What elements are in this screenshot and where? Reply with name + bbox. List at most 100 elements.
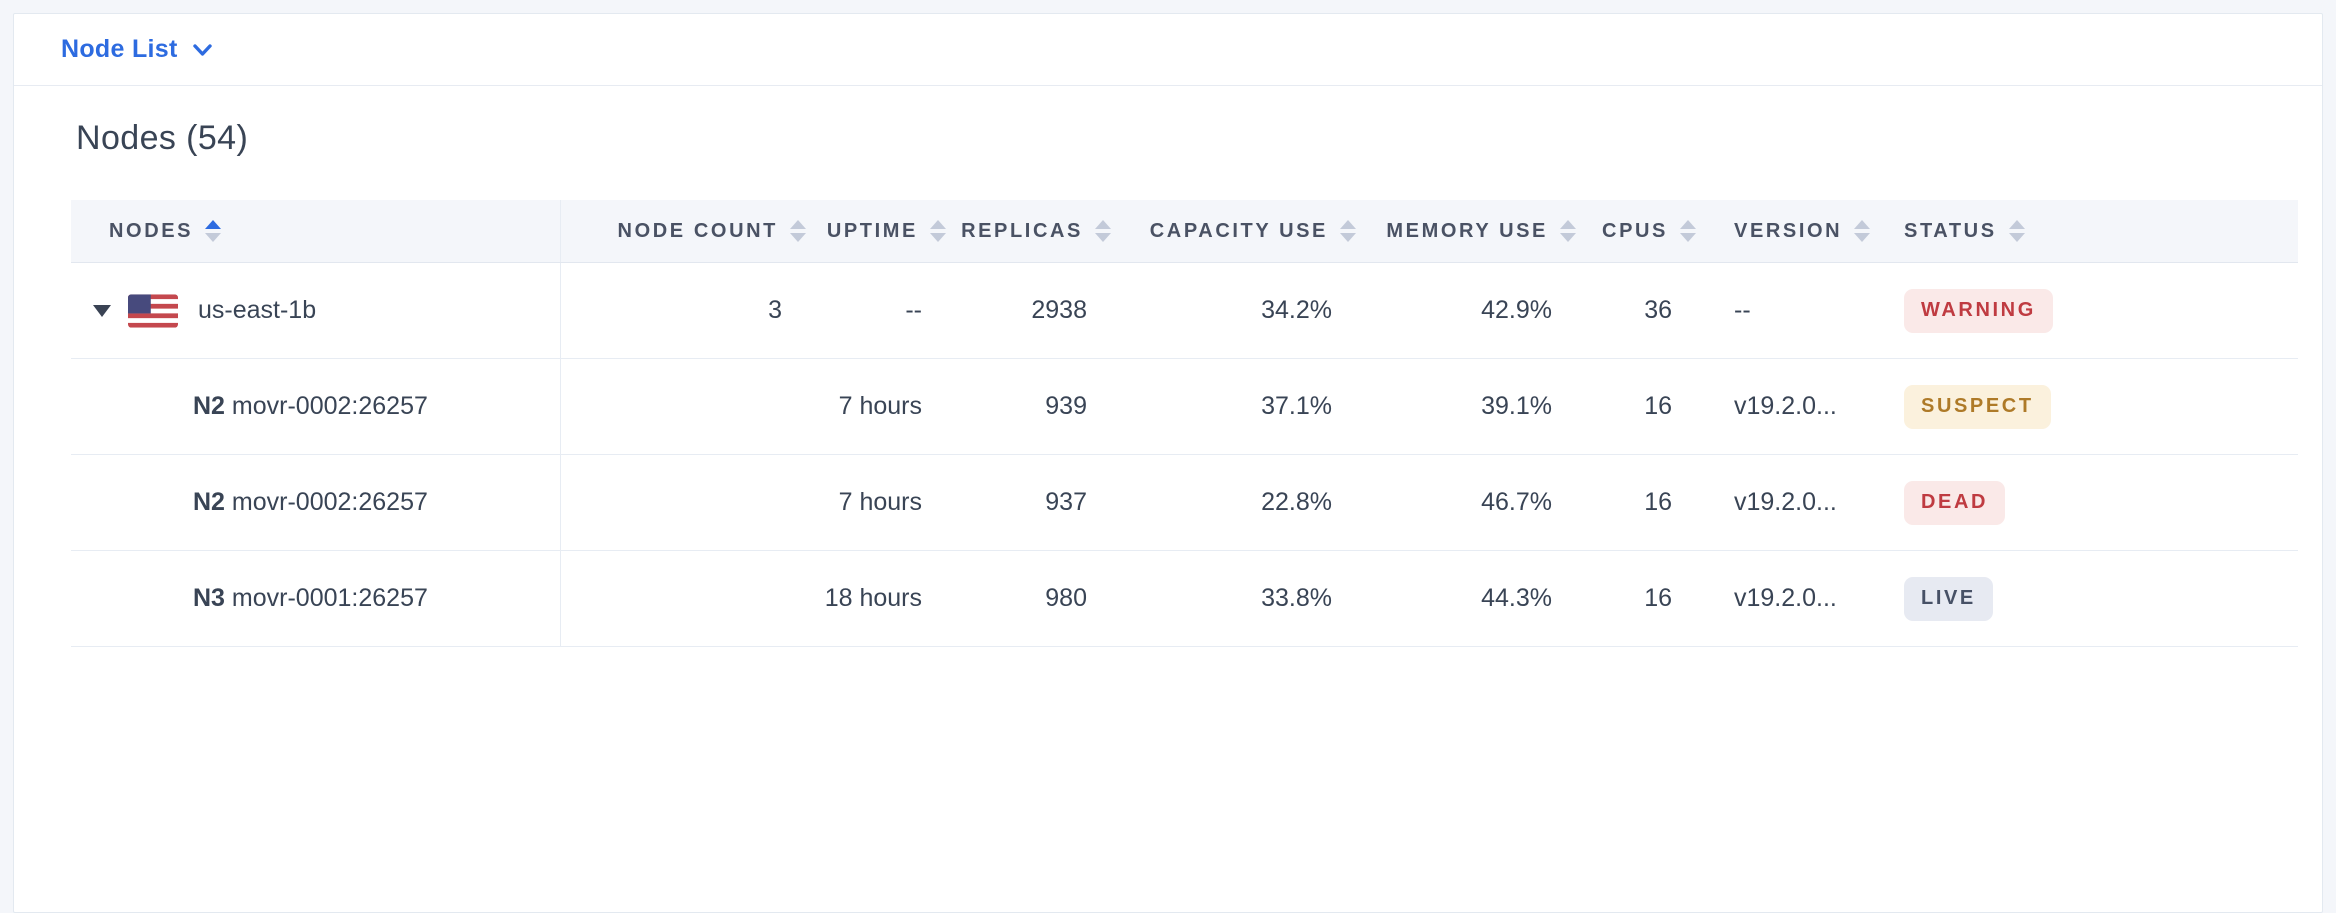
cell-version: v19.2.0... [1696, 359, 1886, 454]
cell-nodes: us-east-1b [71, 263, 561, 358]
status-badge: LIVE [1904, 576, 1993, 621]
column-header-replicas[interactable]: REPLICAS [946, 200, 1111, 262]
cell-value-replicas: 2938 [1031, 296, 1087, 324]
cell-replicas: 937 [946, 455, 1111, 550]
column-header-label: NODE COUNT [617, 219, 778, 242]
cell-node_count [561, 551, 806, 646]
cell-value-replicas: 980 [1045, 584, 1087, 612]
column-header-status[interactable]: STATUS [1886, 200, 2298, 262]
cell-status: LIVE [1886, 551, 2298, 646]
column-header-label: CAPACITY USE [1149, 219, 1328, 242]
us-flag-icon [128, 293, 178, 328]
cell-value-node_count: 3 [768, 296, 782, 324]
cell-value-replicas: 939 [1045, 392, 1087, 420]
table-header-row: NODES NODE COUNT UPTIME REPLICAS CAPACITY US… [71, 200, 2298, 263]
cell-nodes: N2 movr-0002:26257 [71, 359, 561, 454]
node-address: movr-0002:26257 [231, 392, 428, 420]
node-name-link[interactable]: N2 movr-0002:26257 [193, 392, 428, 421]
cell-value-capacity_use: 37.1% [1261, 392, 1332, 420]
cell-capacity_use: 37.1% [1111, 359, 1356, 454]
cell-cpus: 16 [1576, 455, 1696, 550]
cell-value-uptime: 7 hours [838, 488, 922, 516]
card-header: Node List [14, 14, 2322, 86]
page-title: Nodes (54) [76, 119, 249, 157]
table-row-node[interactable]: N2 movr-0002:26257 7 hours 937 22.8% 46.7% 16… [71, 455, 2298, 551]
table-row-node[interactable]: N2 movr-0002:26257 7 hours 939 37.1% 39.1% 16… [71, 359, 2298, 455]
sort-icon[interactable] [1560, 220, 1576, 242]
collapse-caret-icon[interactable] [93, 304, 111, 317]
table-row-node[interactable]: N3 movr-0001:26257 18 hours 980 33.8% 44.3% 1… [71, 551, 2298, 647]
column-header-version[interactable]: VERSION [1696, 200, 1886, 262]
node-name-link[interactable]: N2 movr-0002:26257 [193, 488, 428, 517]
sort-icon[interactable] [790, 220, 806, 242]
sort-down-arrow [790, 233, 806, 242]
cell-cpus: 36 [1576, 263, 1696, 358]
sort-icon[interactable] [1680, 220, 1696, 242]
sort-icon[interactable] [205, 220, 222, 242]
chevron-down-icon [192, 43, 212, 56]
cell-node_count: 3 [561, 263, 806, 358]
cell-replicas: 2938 [946, 263, 1111, 358]
cell-nodes: N2 movr-0002:26257 [71, 455, 561, 550]
status-badge: DEAD [1904, 480, 2006, 525]
column-header-memory_use[interactable]: MEMORY USE [1356, 200, 1576, 262]
cell-uptime: 7 hours [806, 455, 946, 550]
column-header-label: MEMORY USE [1386, 219, 1548, 242]
sort-icon[interactable] [1095, 220, 1111, 242]
column-header-label: VERSION [1734, 219, 1843, 242]
cell-value-memory_use: 42.9% [1481, 296, 1552, 324]
cell-cpus: 16 [1576, 551, 1696, 646]
node-list-dropdown[interactable]: Node List [61, 35, 212, 64]
sort-down-arrow [1095, 233, 1111, 242]
node-list-card: Node List Nodes (54) NODES NODE COUNT UPTI… [13, 13, 2323, 913]
sort-icon[interactable] [2008, 220, 2025, 242]
node-name-link[interactable]: N3 movr-0001:26257 [193, 584, 428, 613]
cell-value-version: -- [1734, 296, 1751, 324]
cell-version: v19.2.0... [1696, 551, 1886, 646]
column-header-uptime[interactable]: UPTIME [806, 200, 946, 262]
sort-up-arrow [1680, 220, 1696, 229]
cell-value-version: v19.2.0... [1734, 488, 1837, 516]
column-header-node_count[interactable]: NODE COUNT [561, 200, 806, 262]
sort-up-arrow [1095, 220, 1111, 229]
cell-memory_use: 42.9% [1356, 263, 1576, 358]
cell-capacity_use: 22.8% [1111, 455, 1356, 550]
cell-status: SUSPECT [1886, 359, 2298, 454]
cell-value-cpus: 36 [1644, 296, 1672, 324]
cell-value-capacity_use: 34.2% [1261, 296, 1332, 324]
cell-node_count [561, 359, 806, 454]
sort-icon[interactable] [1340, 220, 1356, 242]
sort-down-arrow [930, 233, 946, 242]
cell-capacity_use: 34.2% [1111, 263, 1356, 358]
cell-status: WARNING [1886, 263, 2298, 358]
cell-uptime: 7 hours [806, 359, 946, 454]
column-header-cpus[interactable]: CPUS [1576, 200, 1696, 262]
sort-down-arrow [2008, 233, 2025, 242]
sort-icon[interactable] [1854, 220, 1871, 242]
sort-down-arrow [1680, 233, 1696, 242]
node-address: movr-0002:26257 [231, 488, 428, 516]
column-header-label: CPUS [1602, 219, 1668, 242]
sort-up-arrow [205, 220, 222, 229]
region-name[interactable]: us-east-1b [198, 296, 317, 324]
nodes-table: NODES NODE COUNT UPTIME REPLICAS CAPACITY US… [71, 200, 2298, 647]
node-id: N2 [193, 392, 225, 420]
node-id: N3 [193, 584, 225, 612]
column-header-capacity_use[interactable]: CAPACITY USE [1111, 200, 1356, 262]
sort-down-arrow [1560, 233, 1576, 242]
cell-uptime: -- [806, 263, 946, 358]
table-row-region[interactable]: us-east-1b 3 -- 2938 34.2% 42.9% 36 -- WARNING [71, 263, 2298, 359]
cell-value-replicas: 937 [1045, 488, 1087, 516]
column-header-nodes[interactable]: NODES [71, 200, 561, 262]
sort-up-arrow [2008, 220, 2025, 229]
cell-memory_use: 44.3% [1356, 551, 1576, 646]
cell-replicas: 939 [946, 359, 1111, 454]
sort-up-arrow [930, 220, 946, 229]
sort-icon[interactable] [930, 220, 946, 242]
cell-memory_use: 39.1% [1356, 359, 1576, 454]
column-header-label: REPLICAS [961, 219, 1083, 242]
sort-down-arrow [1340, 233, 1356, 242]
sort-up-arrow [1560, 220, 1576, 229]
sort-up-arrow [790, 220, 806, 229]
column-header-label: NODES [109, 219, 194, 242]
